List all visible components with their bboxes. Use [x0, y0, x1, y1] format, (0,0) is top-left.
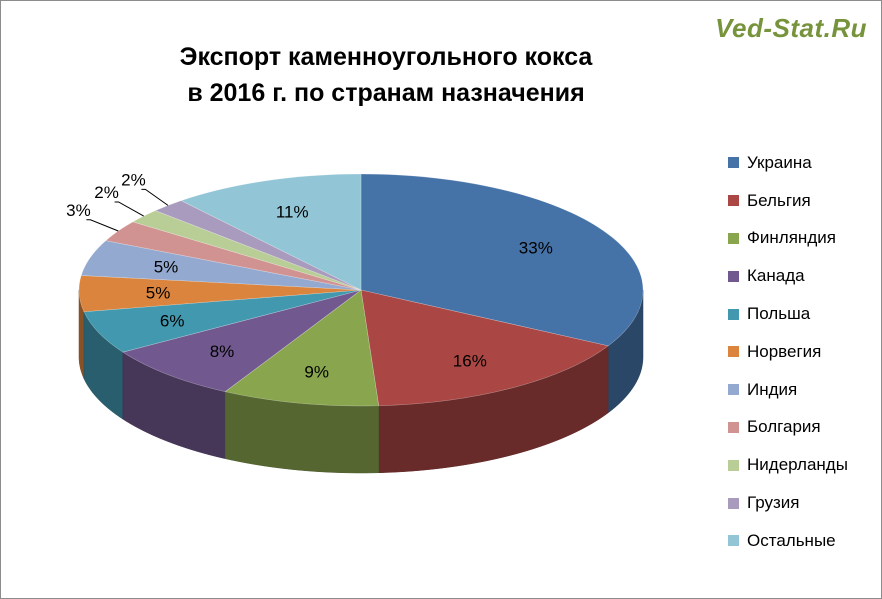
data-label-2: 16%	[453, 352, 487, 371]
legend: Украина Бельгия Финляндия Канада Польша Норве…	[728, 144, 848, 560]
data-label-10: 2%	[121, 170, 146, 189]
legend-label: Грузия	[747, 493, 800, 513]
legend-label: Финляндия	[747, 228, 836, 248]
watermark: Ved-Stat.Ru	[715, 13, 867, 43]
legend-item-1: Украина	[728, 144, 848, 182]
legend-item-11: Остальные	[728, 522, 848, 560]
slice-2	[360, 289, 609, 407]
data-label-7: 5%	[154, 258, 179, 277]
data-label-5: 6%	[160, 312, 185, 331]
data-label-11: 11%	[276, 202, 309, 221]
slice-5	[83, 289, 362, 353]
legend-item-4: Канада	[728, 257, 848, 295]
legend-label: Канада	[747, 266, 805, 286]
legend-label: Нидерланды	[747, 455, 848, 475]
legend-item-7: Индия	[728, 371, 848, 409]
legend-label: Болгария	[747, 417, 821, 437]
label-leaders	[86, 188, 169, 232]
legend-item-2: Бельгия	[728, 182, 848, 220]
chart-title-line-2: в 2016 г. по странам назначения	[187, 79, 585, 107]
legend-label: Остальные	[747, 530, 836, 550]
data-label-3: 9%	[304, 363, 329, 382]
legend-swatch	[728, 459, 739, 471]
chart-title: Экспорт каменноугольного кокса в 2016 г.…	[121, 39, 651, 111]
slice-7	[80, 240, 362, 291]
legend-item-3: Финляндия	[728, 220, 848, 258]
slice-11	[180, 173, 362, 291]
legend-swatch	[728, 346, 739, 358]
pie-tops	[78, 173, 644, 407]
legend-swatch	[728, 270, 739, 282]
legend-item-8: Болгария	[728, 409, 848, 447]
legend-swatch	[728, 157, 739, 169]
data-label-8: 3%	[66, 201, 91, 220]
legend-label: Норвегия	[747, 341, 822, 361]
slice-4	[122, 289, 362, 392]
leader-line-9	[114, 201, 144, 217]
legend-swatch	[728, 497, 739, 509]
slice-1	[360, 173, 644, 347]
legend-label: Бельгия	[747, 190, 811, 210]
data-label-4: 8%	[210, 342, 235, 361]
slice-3	[224, 289, 380, 407]
legend-swatch	[728, 535, 739, 547]
legend-item-5: Польша	[728, 295, 848, 333]
leader-line-8	[86, 219, 119, 232]
leader-line-10	[141, 188, 169, 206]
legend-swatch	[728, 232, 739, 244]
data-label-9: 2%	[94, 183, 119, 202]
legend-swatch	[728, 308, 739, 320]
legend-label: Польша	[747, 304, 811, 324]
data-label-1: 33%	[519, 239, 553, 258]
chart-title-line-1: Экспорт каменноугольного кокса	[179, 43, 593, 71]
legend-swatch	[728, 384, 739, 396]
legend-label: Индия	[747, 379, 798, 399]
legend-item-10: Грузия	[728, 484, 848, 522]
legend-label: Украина	[747, 152, 812, 172]
legend-swatch	[728, 195, 739, 207]
legend-swatch	[728, 421, 739, 433]
data-labels: 33%16%9%8%6%5%5%3%2%2%11%	[66, 170, 553, 381]
data-label-6: 5%	[146, 284, 171, 303]
legend-item-9: Нидерланды	[728, 446, 848, 484]
legend-item-6: Норвегия	[728, 333, 848, 371]
slice-6	[78, 275, 362, 313]
